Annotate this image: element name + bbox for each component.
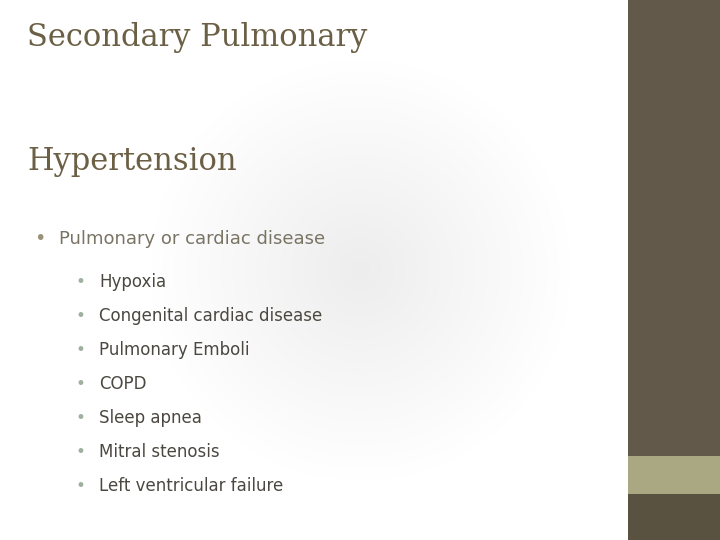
- Text: Secondary Pulmonary: Secondary Pulmonary: [27, 22, 368, 52]
- Text: •: •: [76, 477, 86, 495]
- Bar: [628, 494, 720, 540]
- Bar: [628, 0, 720, 456]
- Text: Pulmonary Emboli: Pulmonary Emboli: [99, 341, 250, 359]
- Text: Sleep apnea: Sleep apnea: [99, 409, 202, 427]
- Text: Congenital cardiac disease: Congenital cardiac disease: [99, 307, 323, 325]
- Text: •: •: [76, 341, 86, 359]
- Text: •: •: [76, 375, 86, 393]
- Text: Hypoxia: Hypoxia: [99, 273, 166, 291]
- Text: •: •: [76, 307, 86, 325]
- Text: •: •: [76, 409, 86, 427]
- Text: •: •: [35, 230, 46, 248]
- Text: •: •: [76, 273, 86, 291]
- Text: Hypertension: Hypertension: [27, 146, 237, 177]
- Text: Mitral stenosis: Mitral stenosis: [99, 443, 220, 461]
- Text: •: •: [76, 443, 86, 461]
- Text: COPD: COPD: [99, 375, 147, 393]
- Bar: [628, 456, 720, 494]
- Text: Left ventricular failure: Left ventricular failure: [99, 477, 284, 495]
- Text: Pulmonary or cardiac disease: Pulmonary or cardiac disease: [59, 230, 325, 247]
